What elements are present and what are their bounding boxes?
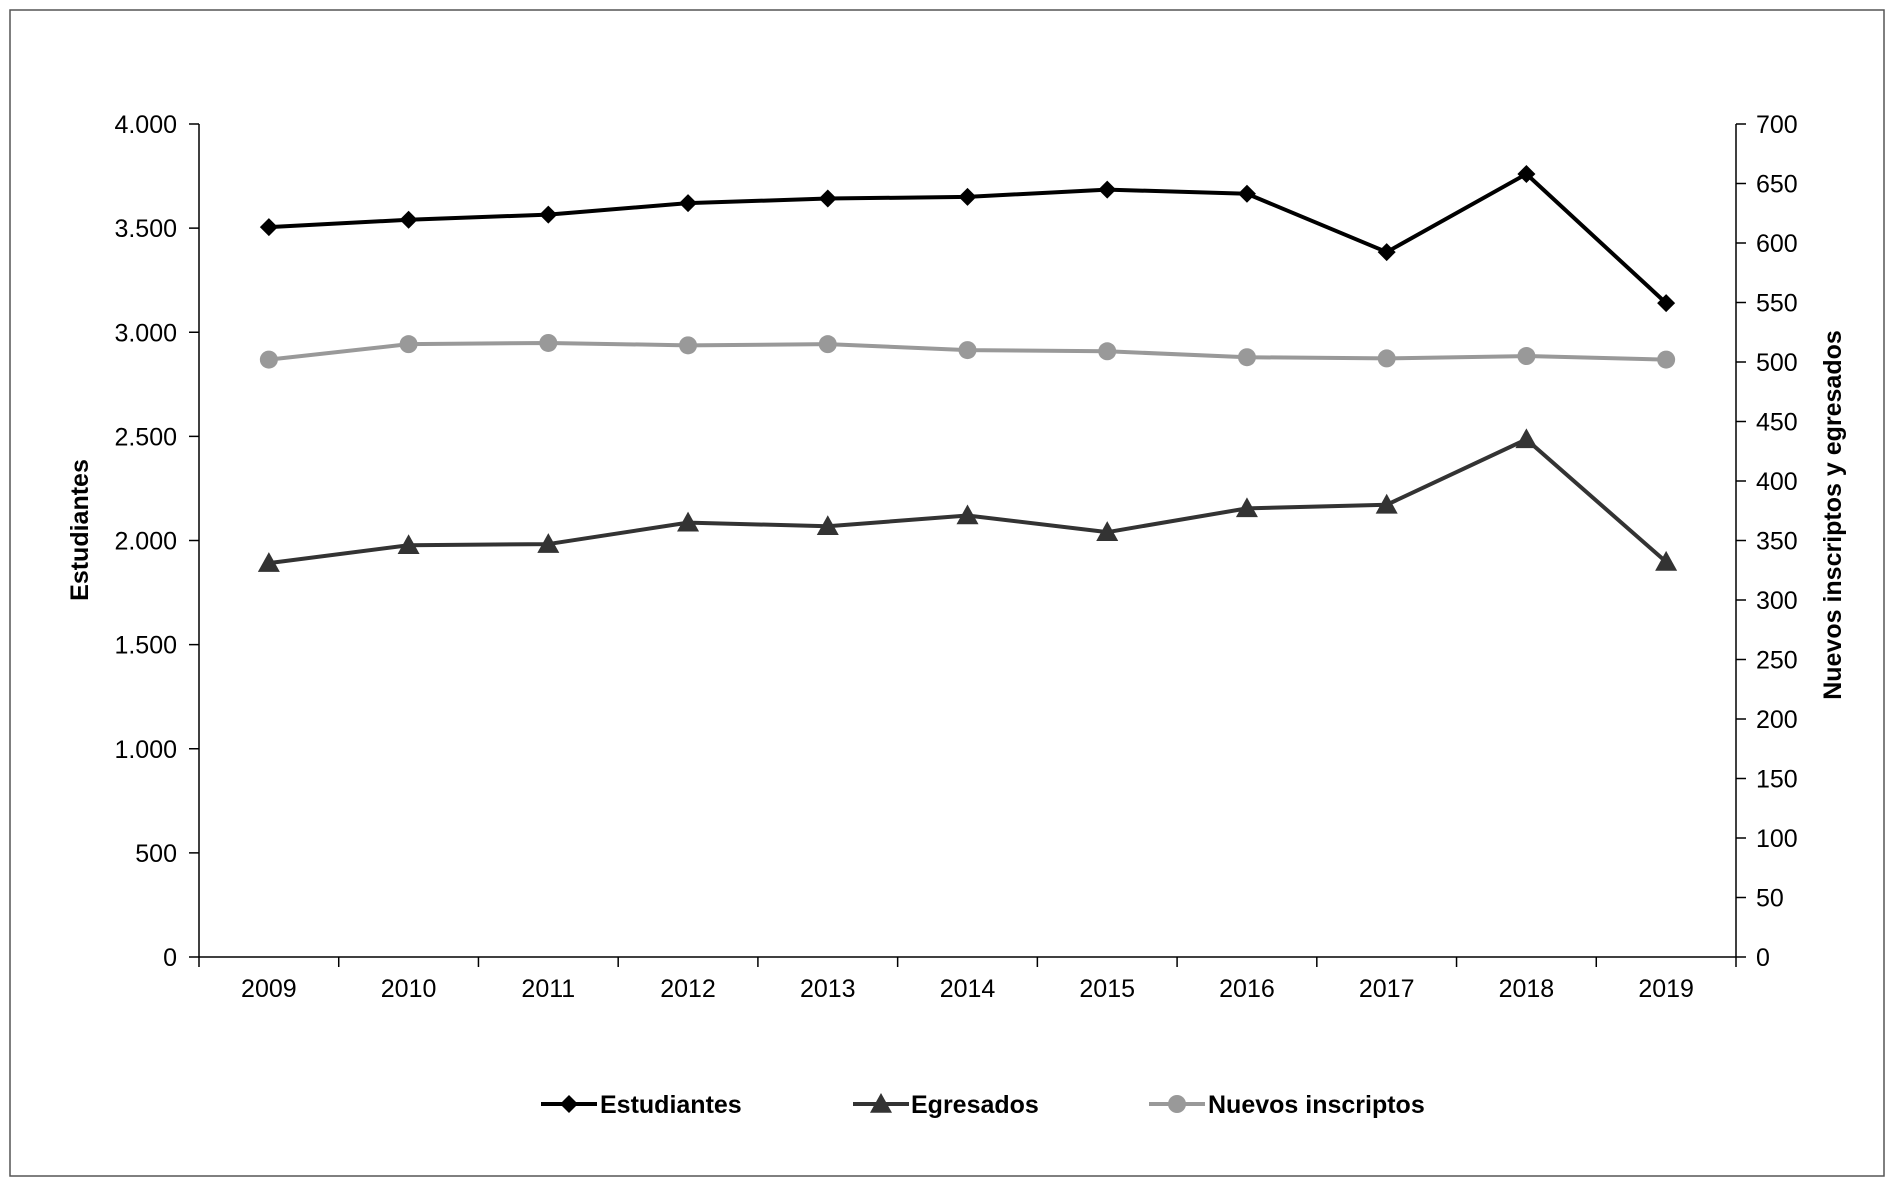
legend-label: Nuevos inscriptos: [1208, 1091, 1425, 1119]
y-right-tick-label: 50: [1756, 885, 1784, 913]
chart-border: [9, 9, 1885, 1177]
y-left-tick-label: 2.500: [114, 423, 177, 451]
series-0: [259, 164, 1676, 313]
y-left-tick-label: 1.000: [114, 736, 177, 764]
y-axis-right-title: Nuevos inscriptos y egresados: [1819, 330, 1847, 700]
x-tick-label: 2011: [521, 975, 575, 1003]
data-point: [537, 533, 560, 553]
x-tick-label: 2009: [241, 975, 297, 1003]
legend-item: Nuevos inscriptos: [1149, 1091, 1425, 1119]
data-point: [1655, 550, 1678, 571]
data-point: [1237, 184, 1256, 203]
y-left-tick-label: 2.000: [114, 528, 177, 556]
legend-marker: [870, 1093, 892, 1113]
y-right-tick-label: 200: [1756, 706, 1798, 734]
x-tick-label: 2019: [1638, 975, 1694, 1003]
tick-labels: 0 500 1.000 1.500 2.000 2.500 3.000 3.500 4.000 0…: [114, 111, 1797, 1003]
data-point: [1098, 180, 1117, 199]
legend-item: Estudiantes: [541, 1091, 742, 1119]
data-point: [1515, 428, 1538, 449]
y-right-tick-label: 450: [1756, 409, 1798, 437]
y-left-tick-label: 3.500: [114, 215, 177, 243]
x-tick-label: 2014: [940, 975, 996, 1003]
y-left-tick-label: 0: [163, 944, 177, 972]
y-right-tick-label: 100: [1756, 825, 1798, 853]
data-point: [1375, 493, 1398, 514]
data-point: [399, 210, 418, 229]
data-point: [818, 335, 837, 354]
data-point: [259, 350, 278, 369]
data-point: [1377, 349, 1396, 368]
legend-marker: [560, 1095, 578, 1113]
data-point: [539, 205, 558, 224]
x-tick-label: 2017: [1359, 975, 1415, 1003]
data-point: [679, 336, 698, 355]
data-point: [958, 187, 977, 206]
data-point: [677, 511, 700, 532]
y-right-tick-label: 500: [1756, 349, 1798, 377]
y-right-tick-label: 150: [1756, 766, 1798, 794]
legend-marker: [1168, 1095, 1186, 1113]
y-left-tick-label: 500: [135, 840, 177, 868]
data-point: [1657, 350, 1676, 369]
y-right-tick-label: 300: [1756, 587, 1798, 615]
x-tick-label: 2015: [1079, 975, 1135, 1003]
legend-item: Egresados: [853, 1091, 1039, 1119]
y-axis-left-title: Estudiantes: [66, 459, 94, 601]
legend: Estudiantes Egresados Nuevos inscriptos: [541, 1091, 1425, 1119]
x-tick-label: 2010: [381, 975, 437, 1003]
data-point: [818, 189, 837, 208]
x-tick-label: 2018: [1499, 975, 1555, 1003]
data-point: [1237, 348, 1256, 367]
data-point: [1657, 294, 1676, 313]
series: [257, 164, 1678, 572]
series-2: [259, 333, 1676, 369]
y-right-tick-label: 400: [1756, 468, 1798, 496]
data-point: [399, 335, 418, 354]
y-right-tick-label: 0: [1756, 944, 1770, 972]
y-right-tick-label: 350: [1756, 528, 1798, 556]
data-point: [259, 218, 278, 237]
data-point: [1517, 347, 1536, 366]
y-left-tick-label: 4.000: [114, 111, 177, 139]
x-tick-label: 2013: [800, 975, 856, 1003]
data-point: [1098, 342, 1117, 361]
data-point: [956, 504, 979, 525]
y-right-tick-label: 600: [1756, 230, 1798, 258]
y-left-tick-label: 3.000: [114, 319, 177, 347]
x-tick-label: 2016: [1219, 975, 1275, 1003]
series-1: [257, 428, 1678, 572]
legend-label: Estudiantes: [600, 1091, 742, 1119]
data-point: [397, 534, 420, 555]
data-point: [539, 333, 558, 352]
y-right-tick-label: 250: [1756, 647, 1798, 675]
data-point: [257, 552, 280, 572]
axes: [189, 123, 1746, 967]
legend-label: Egresados: [911, 1091, 1039, 1119]
data-point: [1517, 164, 1536, 183]
x-tick-label: 2012: [660, 975, 716, 1003]
y-right-tick-label: 700: [1756, 111, 1798, 139]
data-point: [1377, 243, 1396, 262]
data-point: [1235, 497, 1258, 518]
data-point: [1096, 521, 1119, 541]
data-point: [679, 194, 698, 213]
y-right-tick-label: 650: [1756, 171, 1798, 199]
data-point: [816, 515, 839, 536]
y-left-tick-label: 1.500: [114, 632, 177, 660]
y-right-tick-label: 550: [1756, 290, 1798, 318]
data-point: [958, 341, 977, 360]
